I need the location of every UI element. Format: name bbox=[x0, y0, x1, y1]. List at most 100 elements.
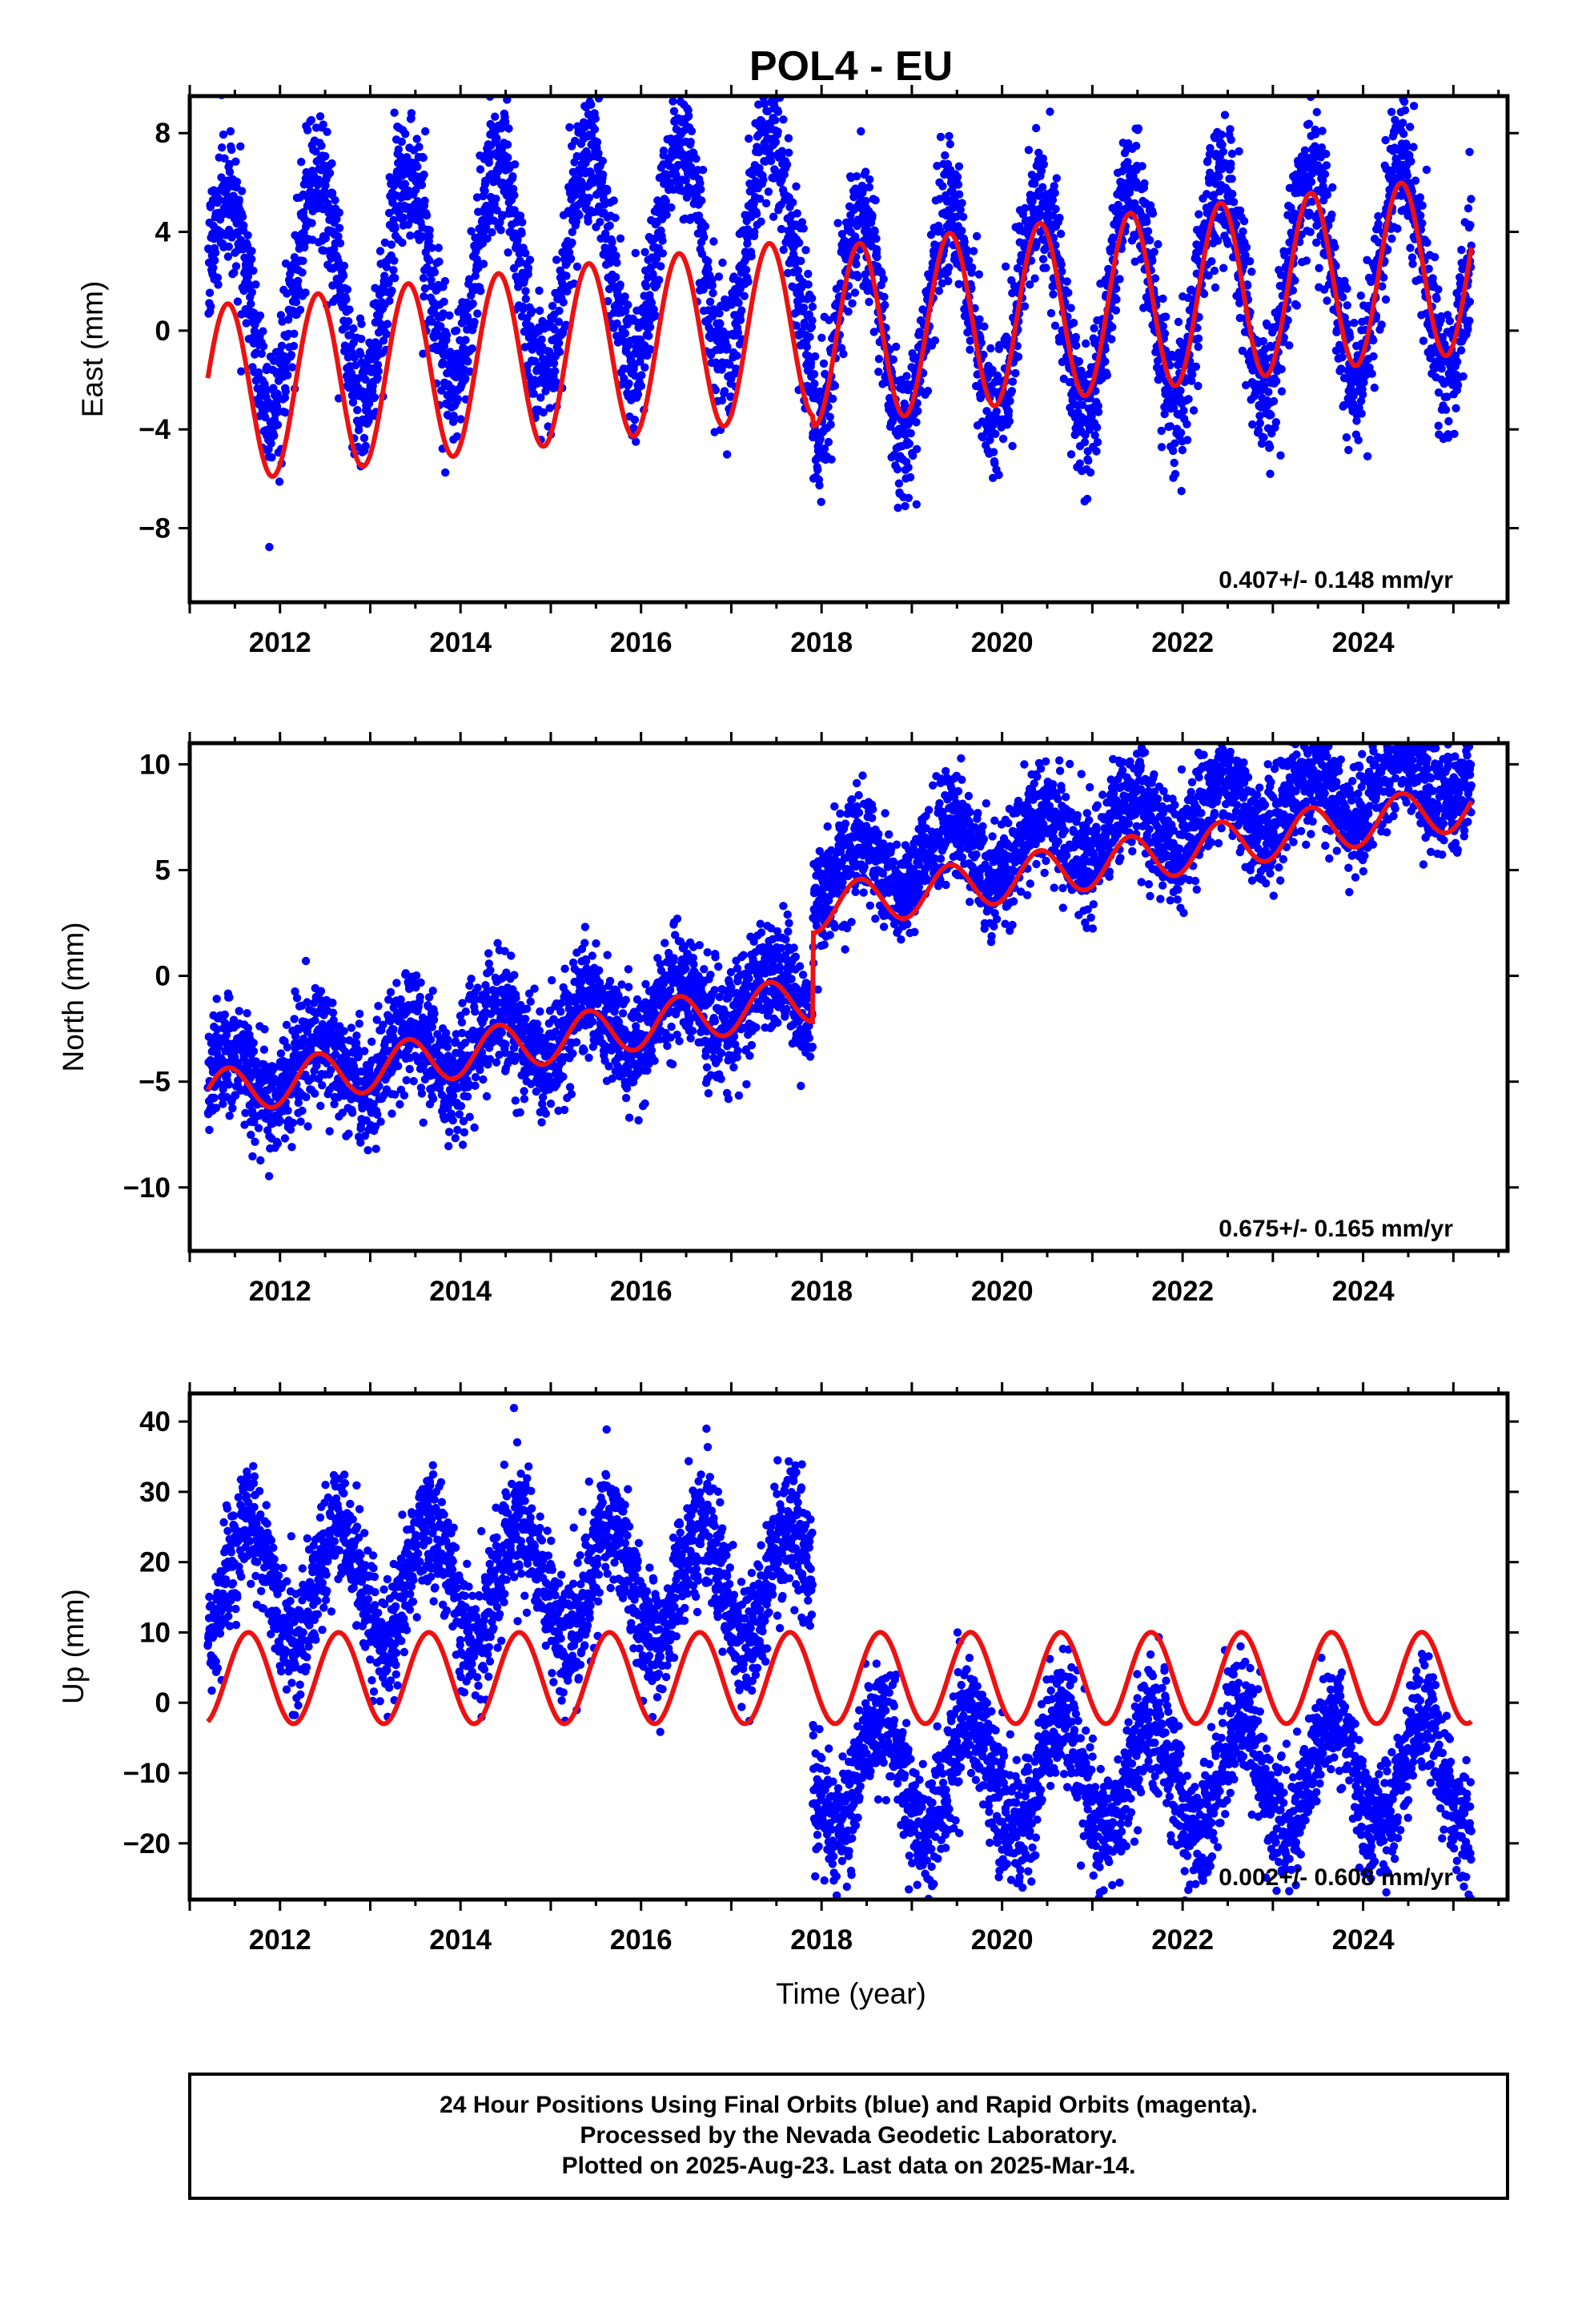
east-point bbox=[808, 302, 817, 312]
east-point bbox=[640, 363, 649, 372]
east-point bbox=[1399, 119, 1407, 127]
east-point bbox=[255, 311, 265, 320]
east-point bbox=[603, 187, 612, 195]
east-point bbox=[561, 320, 571, 329]
east-point bbox=[1162, 312, 1170, 321]
east-point bbox=[953, 172, 962, 182]
east-point bbox=[420, 196, 429, 205]
east-point bbox=[1112, 295, 1121, 304]
east-point bbox=[1157, 426, 1166, 436]
east-point bbox=[1176, 428, 1186, 437]
east-point bbox=[410, 67, 418, 75]
east-point bbox=[476, 165, 485, 174]
east-point bbox=[752, 210, 761, 219]
east-point bbox=[524, 270, 532, 279]
east-point bbox=[745, 134, 753, 143]
east-point bbox=[853, 272, 862, 282]
east-point bbox=[1008, 441, 1017, 451]
east-point bbox=[251, 280, 260, 289]
east-point bbox=[345, 305, 354, 314]
east-point bbox=[1049, 290, 1058, 299]
east-point bbox=[744, 277, 753, 286]
east-point bbox=[1312, 107, 1322, 117]
east-point bbox=[535, 286, 544, 296]
east-point bbox=[704, 264, 713, 274]
east-point bbox=[1210, 266, 1219, 275]
east-point bbox=[1112, 284, 1121, 293]
east-point bbox=[364, 399, 374, 408]
east-point bbox=[1004, 407, 1014, 416]
east-point bbox=[290, 329, 299, 338]
east-point bbox=[1176, 386, 1185, 395]
east-point bbox=[1377, 320, 1386, 329]
east-point bbox=[1064, 288, 1073, 297]
east-point bbox=[587, 100, 596, 109]
east-point bbox=[1344, 445, 1353, 455]
east-point bbox=[1038, 255, 1048, 263]
east-point bbox=[1213, 236, 1223, 245]
east-point bbox=[231, 157, 240, 166]
east-point bbox=[1011, 368, 1020, 378]
east-point bbox=[705, 297, 715, 306]
east-x-tick-label: 2014 bbox=[429, 627, 492, 658]
east-point bbox=[312, 187, 321, 197]
east-point bbox=[1255, 419, 1265, 428]
east-point bbox=[799, 224, 808, 233]
east-point bbox=[1307, 178, 1316, 187]
east-point bbox=[1331, 243, 1339, 251]
east-point bbox=[865, 175, 874, 184]
east-point bbox=[441, 468, 450, 477]
east-point bbox=[955, 190, 964, 199]
east-point bbox=[611, 213, 620, 223]
east-point bbox=[734, 299, 743, 308]
east-point bbox=[1285, 341, 1294, 350]
east-point bbox=[590, 125, 600, 134]
east-point bbox=[335, 208, 343, 217]
east-point bbox=[452, 432, 462, 441]
east-point bbox=[661, 197, 670, 206]
east-point bbox=[1050, 188, 1059, 198]
east-point bbox=[892, 342, 901, 352]
east-rate-label: 0.407+/- 0.148 mm/yr bbox=[1219, 567, 1453, 593]
north-observations bbox=[203, 743, 1476, 1180]
east-point bbox=[536, 393, 545, 402]
east-point bbox=[801, 246, 810, 255]
east-point bbox=[1082, 494, 1092, 504]
east-point bbox=[1444, 416, 1453, 426]
east-point bbox=[421, 127, 430, 136]
east-point bbox=[1367, 369, 1376, 378]
east-point bbox=[912, 418, 921, 427]
east-x-tick-label: 2018 bbox=[790, 627, 853, 658]
east-point bbox=[1453, 357, 1462, 366]
east-point bbox=[1339, 292, 1347, 302]
east-point bbox=[508, 184, 518, 194]
east-point bbox=[311, 147, 320, 156]
east-point bbox=[1302, 256, 1311, 265]
east-point bbox=[1177, 487, 1186, 496]
east-point bbox=[380, 238, 390, 247]
east-point bbox=[479, 259, 488, 268]
east-point bbox=[904, 463, 913, 472]
east-point bbox=[331, 195, 339, 205]
east-point bbox=[1219, 263, 1228, 272]
east-point bbox=[612, 319, 621, 328]
east-point bbox=[829, 394, 837, 404]
east-point bbox=[954, 162, 964, 171]
east-point bbox=[1066, 304, 1075, 312]
east-point bbox=[817, 497, 825, 506]
east-point bbox=[461, 336, 470, 344]
east-point bbox=[642, 282, 651, 291]
east-point bbox=[325, 168, 335, 178]
east-point bbox=[1387, 107, 1396, 116]
east-point bbox=[656, 262, 665, 271]
east-point bbox=[1416, 211, 1425, 220]
east-point bbox=[669, 78, 677, 86]
east-point bbox=[795, 239, 804, 247]
east-point bbox=[1246, 257, 1255, 266]
east-point bbox=[596, 218, 604, 227]
east-point bbox=[871, 195, 880, 205]
east-point bbox=[1102, 371, 1112, 380]
east-point bbox=[1403, 171, 1412, 180]
east-point bbox=[407, 109, 416, 118]
east-point bbox=[1370, 384, 1379, 392]
